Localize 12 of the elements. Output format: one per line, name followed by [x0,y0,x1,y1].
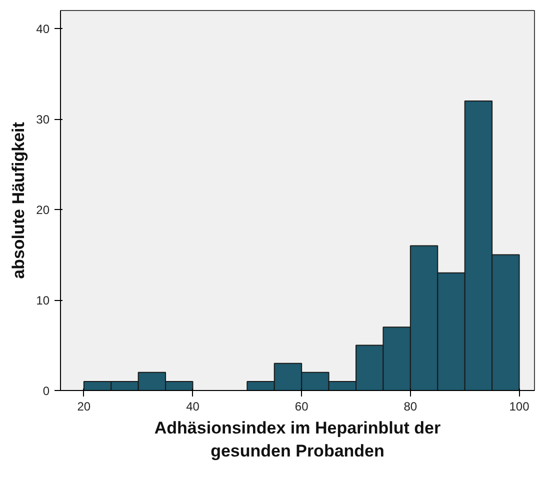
y-tick-label: 0 [42,384,50,398]
y-axis-title: absolute Häufigkeit [9,122,28,279]
y-tick-label: 40 [36,22,50,36]
y-tick-label: 20 [36,203,50,218]
x-tick-label: 60 [294,400,309,414]
y-tick-label: 10 [36,294,50,308]
x-axis-title: Adhäsionsindex im Heparinblut der gesunden Probanden [154,418,441,460]
x-tick-label: 20 [77,400,91,414]
y-tick-label: 30 [36,112,50,127]
x-tick-label: 40 [186,400,200,414]
x-tick-label: 80 [404,400,418,414]
x-tick-label: 100 [509,400,530,414]
